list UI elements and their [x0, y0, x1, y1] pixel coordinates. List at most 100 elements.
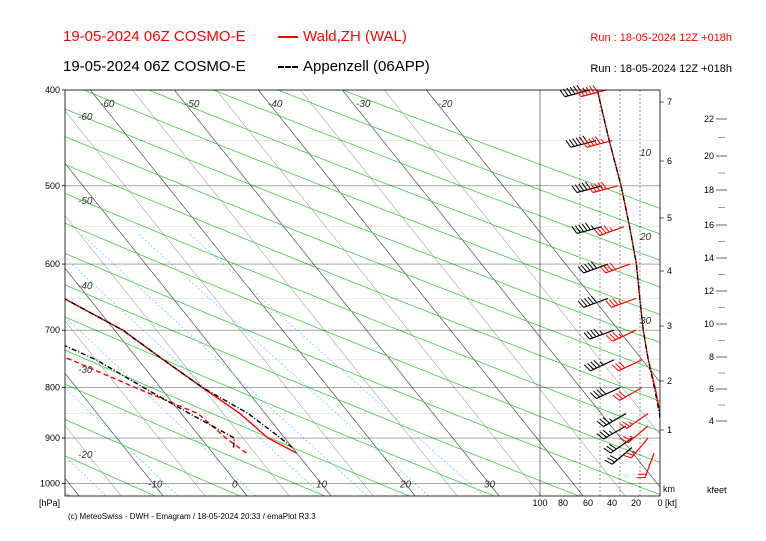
wal-title: 19-05-2024 06Z COSMO-E — [63, 28, 246, 45]
isotherm-label: -40 — [78, 281, 93, 292]
mixing-ratio-line — [138, 234, 430, 496]
footer-credit: (c) MeteoSwiss - DWH - Emagram / 18-05-2… — [68, 512, 316, 521]
km-tick-label: 1 — [667, 425, 672, 435]
barb-feather — [596, 389, 604, 396]
wal-temperature-line — [65, 298, 298, 454]
barb-feather — [593, 328, 600, 336]
temperature-tick-label: -10 — [148, 479, 163, 490]
wind-unit-label: [kt] — [665, 498, 677, 508]
barb-feather — [592, 84, 599, 93]
pressure-axis-label: [hPa] — [39, 498, 60, 508]
barb-feather — [599, 387, 607, 395]
barb-shaft — [626, 413, 649, 429]
barb-feather — [575, 89, 582, 98]
barb-feather — [609, 443, 617, 450]
barb-feather — [569, 86, 576, 95]
dry-adiabat-line — [83, 90, 660, 315]
pressure-tick-label: 900 — [45, 433, 60, 443]
wal-legend-label: Wald,ZH (WAL) — [303, 28, 407, 45]
wal-legend-swatch — [278, 36, 298, 39]
barb-feather — [597, 182, 604, 191]
km-tick-label: 2 — [667, 376, 672, 386]
pressure-tick-label: 400 — [45, 85, 60, 95]
barb-shaft — [603, 425, 627, 440]
wind-tick-label: 60 — [583, 498, 593, 508]
barb-feather — [604, 459, 613, 465]
barb-feather — [620, 438, 629, 444]
pressure-tick-label: 600 — [45, 259, 60, 269]
dry-adiabat-line — [65, 253, 660, 496]
barb-feather — [590, 295, 598, 303]
isotherm-line — [426, 90, 660, 383]
wind-tick-label: 40 — [607, 498, 617, 508]
dry-adiabat-line — [213, 90, 660, 261]
app-wind-barb — [583, 328, 615, 340]
wind-tick-label: 20 — [631, 498, 641, 508]
barb-feather — [583, 364, 591, 372]
dry-adiabat-line — [148, 90, 660, 288]
barb-feather — [590, 184, 597, 192]
kfeet-tick-label: 22 — [704, 114, 714, 124]
barb-feather — [609, 262, 616, 270]
isotherm-line — [384, 90, 660, 435]
isotherm-label: -60 — [78, 112, 93, 123]
plot-border — [64, 89, 661, 497]
barb-shaft — [589, 329, 615, 340]
barb-shaft — [644, 452, 655, 478]
isotherm-label: -30 — [78, 365, 93, 376]
kfeet-tick-label: 8 — [709, 352, 714, 362]
kfeet-tick-label: 20 — [704, 151, 714, 161]
barb-feather — [566, 87, 573, 96]
isotherm-label: -50 — [78, 196, 93, 207]
isotherm-label: -50 — [185, 99, 200, 110]
barb-feather — [612, 331, 620, 339]
barb-feather — [607, 457, 616, 463]
dry-adiabat-line — [65, 349, 410, 496]
barb-feather — [594, 183, 601, 191]
barb-half-feather — [628, 421, 633, 425]
barb-feather — [586, 331, 594, 339]
barb-feather — [602, 429, 610, 436]
mixing-ratio-line — [0, 234, 19, 496]
barb-feather — [596, 420, 604, 427]
barb-feather — [572, 138, 579, 146]
barb-feather — [612, 298, 619, 306]
barb-feather — [600, 226, 607, 234]
kfeet-unit-label: kfeet — [707, 485, 727, 495]
barb-shaft — [564, 89, 591, 98]
barb-feather — [606, 445, 614, 452]
wal-wind-barb — [581, 136, 613, 148]
profile-lines — [65, 90, 660, 454]
barb-shaft — [570, 139, 597, 148]
barb-feather — [590, 361, 598, 369]
mixing-ratio-line — [65, 257, 323, 496]
barb-feather — [590, 329, 597, 338]
barb-shaft — [619, 387, 643, 402]
barb-feather — [581, 182, 588, 191]
barb-feather — [587, 296, 594, 305]
plot-frame — [62, 89, 727, 497]
isotherm-line — [65, 372, 164, 496]
pressure-tick-label: 1000 — [40, 478, 60, 488]
barb-half-feather — [609, 227, 614, 232]
barb-half-feather — [608, 430, 613, 435]
isotherm-line — [216, 90, 542, 496]
wind-barbs — [559, 84, 655, 479]
km-unit-label: km — [663, 484, 675, 494]
wal-wind-barb — [623, 437, 649, 459]
wal-wind-barb — [605, 297, 637, 308]
isotherm-line — [65, 320, 206, 496]
barb-shaft — [630, 437, 649, 459]
isotherm-line — [174, 90, 500, 496]
barb-feather — [599, 418, 607, 426]
barb-feather — [596, 227, 604, 235]
barb-feather — [590, 261, 598, 269]
isotherm-line — [342, 90, 660, 488]
app-wind-barb — [596, 425, 627, 440]
km-tick-label: 5 — [667, 213, 672, 223]
kfeet-tick-label: 6 — [709, 384, 714, 394]
barb-shaft — [590, 359, 615, 372]
app-legend-label: Appenzell (06APP) — [303, 58, 430, 75]
